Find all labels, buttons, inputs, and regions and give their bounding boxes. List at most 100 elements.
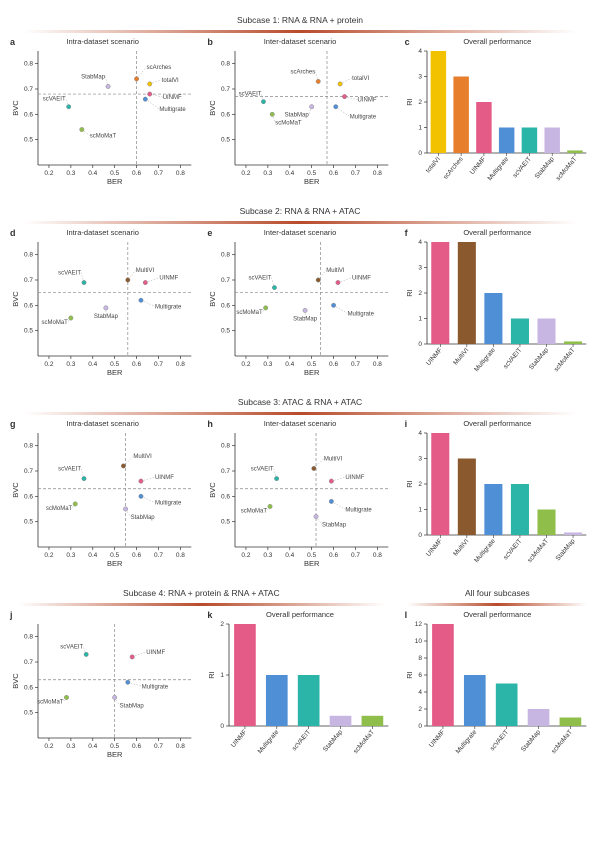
svg-text:0.6: 0.6 <box>329 170 338 177</box>
panel-title: Intra-dataset scenario <box>8 419 197 428</box>
svg-text:scArches: scArches <box>291 69 316 75</box>
svg-text:scVAEIT: scVAEIT <box>239 92 262 98</box>
svg-text:scMoMaT: scMoMaT <box>526 538 550 564</box>
subcase-title: Subcase 1: RNA & RNA + protein <box>233 15 367 25</box>
svg-text:0.6: 0.6 <box>132 743 141 750</box>
svg-text:UINMF: UINMF <box>358 98 377 104</box>
svg-text:RI: RI <box>405 480 414 488</box>
svg-text:0.7: 0.7 <box>221 86 230 93</box>
subcase-4: Subcase 4: RNA + protein & RNA + ATAC All… <box>8 581 592 760</box>
svg-text:0.5: 0.5 <box>221 519 230 526</box>
svg-text:scMoMaT: scMoMaT <box>237 310 264 316</box>
svg-text:scArches: scArches <box>442 155 465 181</box>
svg-text:0.7: 0.7 <box>24 86 33 93</box>
svg-text:0.8: 0.8 <box>373 361 382 368</box>
svg-text:1: 1 <box>418 316 422 323</box>
svg-text:StabMap: StabMap <box>533 156 555 181</box>
svg-text:0.3: 0.3 <box>264 170 273 177</box>
svg-text:0.8: 0.8 <box>24 252 33 259</box>
panel-title: Inter-dataset scenario <box>205 419 394 428</box>
svg-text:0.3: 0.3 <box>66 743 75 750</box>
svg-text:RI: RI <box>405 289 414 297</box>
svg-text:0.7: 0.7 <box>221 468 230 475</box>
svg-text:Multigrate: Multigrate <box>142 684 169 690</box>
svg-text:2: 2 <box>418 99 422 106</box>
svg-text:BVC: BVC <box>11 100 20 116</box>
svg-text:scMoMaT: scMoMaT <box>554 156 578 182</box>
svg-text:0.8: 0.8 <box>24 443 33 450</box>
svg-text:scVAEIT: scVAEIT <box>511 156 532 180</box>
svg-text:0.4: 0.4 <box>88 743 97 750</box>
svg-text:scMoMaT: scMoMaT <box>241 508 268 514</box>
panel-k: kOverall performance012RIUINMFMultigrate… <box>205 610 394 760</box>
svg-text:UINMF: UINMF <box>155 475 174 481</box>
subcase-rule <box>18 603 385 606</box>
svg-text:0.8: 0.8 <box>24 634 33 641</box>
svg-text:StabMap: StabMap <box>131 515 156 521</box>
svg-text:0.7: 0.7 <box>351 170 360 177</box>
scatter-chart: 0.20.30.40.50.60.70.80.50.60.70.8BERBVCs… <box>205 419 394 569</box>
svg-text:UINMF: UINMF <box>230 729 249 749</box>
svg-text:0.5: 0.5 <box>110 170 119 177</box>
subcase-rule <box>23 30 578 33</box>
subcase-title: Subcase 4: RNA + protein & RNA + ATAC <box>119 588 284 598</box>
svg-text:BVC: BVC <box>208 100 217 116</box>
svg-text:MultiVI: MultiVI <box>452 538 470 558</box>
svg-text:BVC: BVC <box>11 673 20 689</box>
svg-text:StabMap: StabMap <box>293 316 318 322</box>
svg-text:RI: RI <box>405 671 414 679</box>
subcase-rule <box>23 412 578 415</box>
svg-text:StabMap: StabMap <box>554 538 576 563</box>
scatter-chart: 0.20.30.40.50.60.70.80.50.60.70.8BERBVCs… <box>8 419 197 569</box>
svg-text:0.5: 0.5 <box>24 137 33 144</box>
scatter-chart: 0.20.30.40.50.60.70.80.50.60.70.8BERBVCs… <box>8 610 197 760</box>
scatter-chart: 0.20.30.40.50.60.70.80.50.60.70.8BERBVCs… <box>205 37 394 187</box>
svg-text:BER: BER <box>107 368 123 377</box>
svg-text:scMoMaT: scMoMaT <box>353 729 377 755</box>
svg-text:4: 4 <box>418 430 422 437</box>
figure-root: Subcase 1: RNA & RNA + proteinaIntra-dat… <box>8 8 592 760</box>
svg-text:0.2: 0.2 <box>44 361 53 368</box>
figure-page: { "fonts": { "panel_letter_size": 9, "pa… <box>0 0 600 865</box>
svg-text:0.5: 0.5 <box>110 552 119 559</box>
svg-text:0.8: 0.8 <box>176 170 185 177</box>
scatter-chart: 0.20.30.40.50.60.70.80.50.60.70.8BERBVCs… <box>8 228 197 378</box>
svg-text:MultiVI: MultiVI <box>136 268 155 274</box>
svg-text:6: 6 <box>418 672 422 679</box>
svg-text:0.6: 0.6 <box>329 361 338 368</box>
svg-text:0.7: 0.7 <box>221 277 230 284</box>
svg-text:BER: BER <box>107 750 123 759</box>
svg-text:BVC: BVC <box>208 291 217 307</box>
svg-text:0.7: 0.7 <box>24 468 33 475</box>
svg-text:0.6: 0.6 <box>329 552 338 559</box>
subcase-header: Subcase 3: ATAC & RNA + ATAC <box>8 390 592 419</box>
svg-text:UINMF: UINMF <box>146 650 165 656</box>
svg-text:0.5: 0.5 <box>221 328 230 335</box>
svg-text:scMoMaT: scMoMaT <box>276 120 303 126</box>
svg-text:scVAEIT: scVAEIT <box>502 538 523 562</box>
svg-text:scVAEIT: scVAEIT <box>43 97 66 103</box>
subcase-header-row: Subcase 3: ATAC & RNA + ATAC <box>8 390 592 419</box>
panel-row: dIntra-dataset scenario0.20.30.40.50.60.… <box>8 228 592 378</box>
svg-text:0.2: 0.2 <box>44 743 53 750</box>
svg-text:0.3: 0.3 <box>264 361 273 368</box>
subcase-header-row: Subcase 2: RNA & RNA + ATAC <box>8 199 592 228</box>
svg-text:0.4: 0.4 <box>286 361 295 368</box>
svg-text:totalVI: totalVI <box>424 156 441 175</box>
svg-text:0.5: 0.5 <box>307 552 316 559</box>
svg-text:0.6: 0.6 <box>221 493 230 500</box>
svg-text:Multigrate: Multigrate <box>473 346 497 373</box>
svg-text:scVAEIT: scVAEIT <box>58 271 81 277</box>
panel-letter: j <box>10 610 13 620</box>
svg-text:StabMap: StabMap <box>528 347 550 372</box>
svg-text:2: 2 <box>418 706 422 713</box>
svg-text:Multigrate: Multigrate <box>350 115 377 121</box>
panel-title: Inter-dataset scenario <box>205 37 394 46</box>
subcase-rule <box>407 603 587 606</box>
panel-title: Overall performance <box>403 37 592 46</box>
bar-chart: 012RIUINMFMultigratescVAEITStabMapscMoMa… <box>205 610 394 760</box>
svg-text:scVAEIT: scVAEIT <box>251 467 274 473</box>
svg-text:UINMF: UINMF <box>425 347 444 367</box>
svg-text:0.6: 0.6 <box>132 552 141 559</box>
subcase-header: All four subcases <box>403 581 592 610</box>
